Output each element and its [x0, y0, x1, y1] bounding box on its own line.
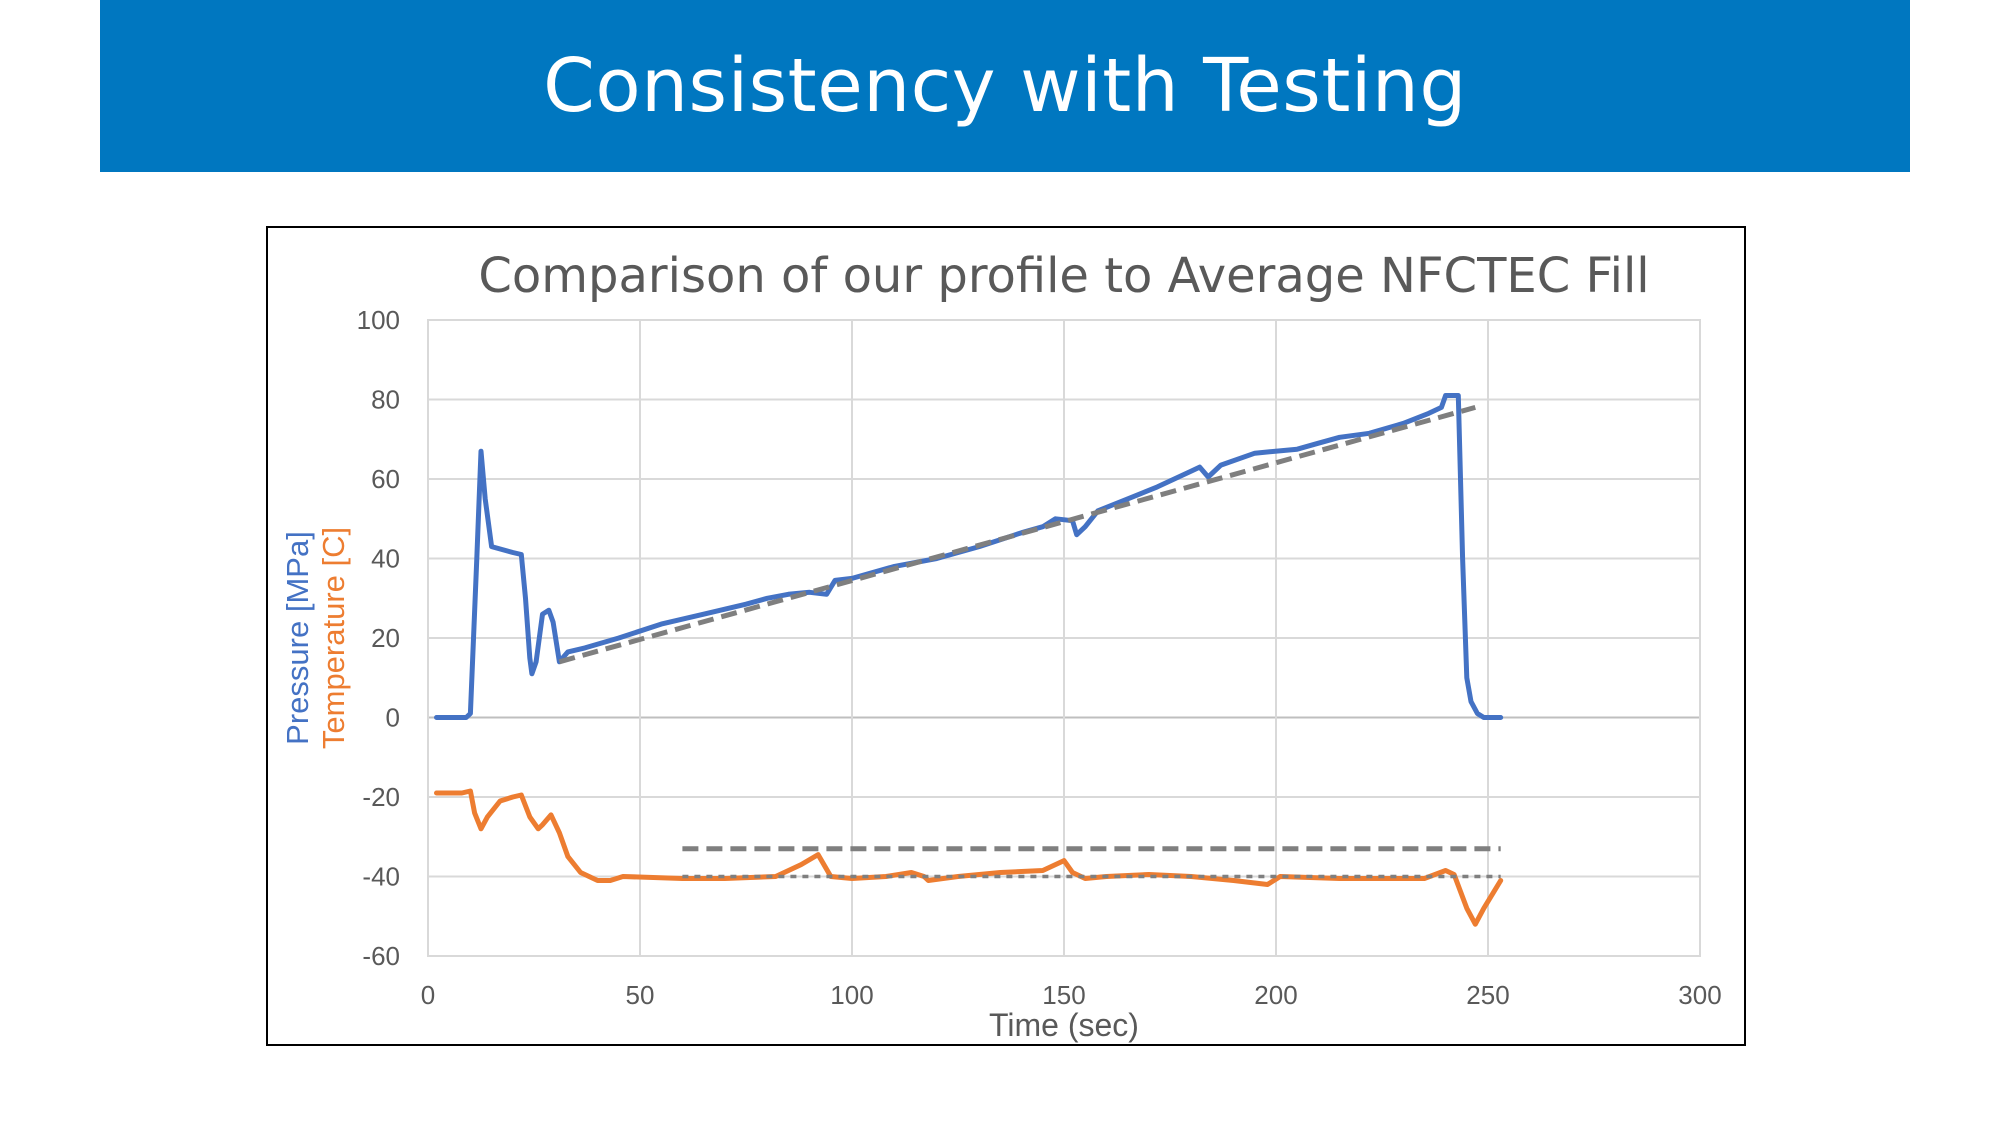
- line-chart: Comparison of our profile to Average NFC…: [280, 248, 1722, 1043]
- y-tick-label: 40: [371, 544, 400, 574]
- chart-title: Comparison of our profile to Average NFC…: [478, 248, 1649, 304]
- y-axis-label-pressure: Pressure [MPa]: [280, 531, 315, 745]
- x-tick-label: 150: [1042, 980, 1085, 1010]
- slide-header: Consistency with Testing: [100, 0, 1910, 172]
- y-tick-label: 60: [371, 464, 400, 494]
- series-line-1: [434, 788, 1504, 927]
- y-axis-label-temperature: Temperature [C]: [316, 527, 351, 749]
- y-tick-label: 20: [371, 623, 400, 653]
- y-tick-label: 80: [371, 385, 400, 415]
- x-tick-label: 250: [1466, 980, 1509, 1010]
- chart-frame: Comparison of our profile to Average NFC…: [266, 226, 1746, 1046]
- x-axis-label: Time (sec): [989, 1007, 1139, 1043]
- series-line-0: [434, 393, 1504, 720]
- x-tick-label: 0: [421, 980, 435, 1010]
- series-line-2: [558, 404, 1476, 665]
- y-tick-label: -60: [362, 941, 400, 971]
- slide-title: Consistency with Testing: [543, 43, 1467, 129]
- y-tick-label: 0: [386, 703, 400, 733]
- x-tick-label: 200: [1254, 980, 1297, 1010]
- y-tick-label: -20: [362, 782, 400, 812]
- x-tick-label: 100: [830, 980, 873, 1010]
- y-tick-label: -40: [362, 862, 400, 892]
- y-tick-label: 100: [357, 305, 400, 335]
- x-tick-label: 300: [1678, 980, 1721, 1010]
- x-tick-label: 50: [626, 980, 655, 1010]
